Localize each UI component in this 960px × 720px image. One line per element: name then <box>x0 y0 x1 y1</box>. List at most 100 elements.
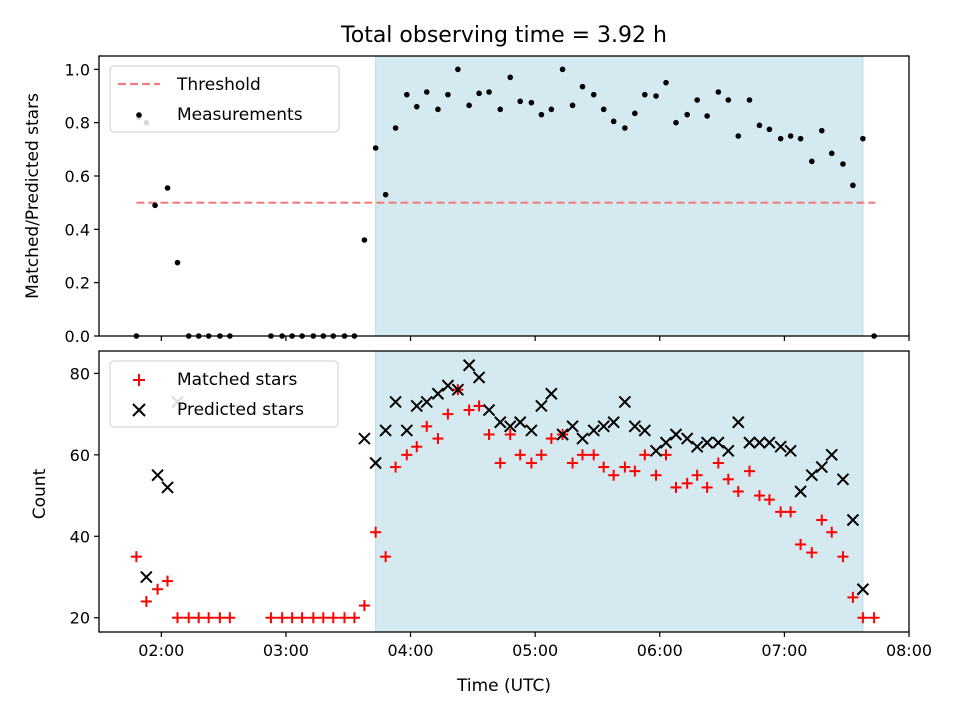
y-tick-label: 0.8 <box>65 114 90 133</box>
ratio-panel: Total observing time = 3.92 h 0.00.20.40… <box>23 23 910 346</box>
data-point-measurements <box>735 133 742 139</box>
data-point-matched-stars <box>567 457 579 469</box>
legend-box-bottom <box>109 360 339 428</box>
data-point-predicted-stars <box>700 436 714 449</box>
data-point-measurements <box>559 66 566 73</box>
data-point-measurements <box>642 91 648 98</box>
data-point-matched-stars <box>660 449 672 461</box>
data-point-measurements <box>809 158 815 165</box>
data-point-matched-stars <box>152 583 164 595</box>
data-point-predicted-stars <box>140 570 153 584</box>
data-point-measurements <box>497 106 504 113</box>
data-point-predicted-stars <box>618 395 632 409</box>
data-point-predicted-stars <box>525 424 538 437</box>
data-point-measurements <box>413 103 420 110</box>
data-point-matched-stars <box>203 612 215 624</box>
data-point-measurements <box>423 89 430 95</box>
data-point-matched-stars <box>743 465 755 477</box>
data-point-matched-stars <box>691 469 703 481</box>
data-point-measurements <box>828 150 835 157</box>
data-point-predicted-stars <box>513 416 527 429</box>
legend-box-top <box>109 65 340 133</box>
data-point-measurements <box>579 83 586 90</box>
data-point-predicted-stars <box>669 428 683 441</box>
data-point-predicted-stars <box>774 440 787 453</box>
data-point-predicted-stars <box>836 473 850 486</box>
data-point-matched-stars <box>193 612 205 624</box>
data-point-predicted-stars <box>576 432 589 445</box>
data-point-measurements <box>538 111 545 118</box>
data-point-matched-stars <box>411 441 423 453</box>
data-point-predicted-stars <box>472 371 486 384</box>
data-point-matched-stars <box>701 481 713 493</box>
data-point-measurements <box>632 110 638 117</box>
data-point-predicted-stars <box>431 387 445 400</box>
data-point-matched-stars <box>483 428 495 440</box>
y-tick-label: 0.6 <box>65 167 90 186</box>
y-axis-label-bottom: Count <box>30 468 50 519</box>
data-point-measurements <box>528 99 535 106</box>
data-point-predicted-stars <box>815 460 828 474</box>
data-point-measurements <box>569 102 576 109</box>
data-point-measurements <box>663 79 669 86</box>
data-point-predicted-stars <box>784 444 797 457</box>
data-point-measurements <box>840 161 846 167</box>
data-point-predicted-stars <box>358 432 371 445</box>
x-axis-label: Time (UTC) <box>456 676 551 696</box>
data-point-predicted-stars <box>389 395 402 409</box>
data-point-matched-stars <box>358 600 370 612</box>
data-point-matched-stars <box>816 514 828 526</box>
legend-measurements-swatch <box>136 112 142 118</box>
data-point-matched-stars <box>401 449 413 461</box>
x-tick-label: 06:00 <box>637 641 683 660</box>
data-point-matched-stars <box>577 449 589 461</box>
data-point-matched-stars <box>763 494 775 506</box>
data-point-measurements <box>600 106 607 113</box>
data-point-measurements <box>517 98 523 105</box>
data-point-measurements <box>164 185 171 191</box>
data-point-matched-stars <box>224 612 236 624</box>
data-point-predicted-stars <box>462 359 476 372</box>
data-point-predicted-stars <box>441 379 455 392</box>
data-point-predicted-stars <box>607 416 620 429</box>
data-point-measurements <box>507 74 514 81</box>
data-point-predicted-stars <box>856 583 870 596</box>
data-point-matched-stars <box>172 612 184 624</box>
data-point-matched-stars <box>785 506 797 518</box>
data-point-measurements <box>404 91 410 98</box>
data-point-matched-stars <box>338 612 350 624</box>
data-point-measurements <box>435 106 441 113</box>
data-point-predicted-stars <box>805 469 819 482</box>
data-point-predicted-stars <box>400 424 414 437</box>
shaded-region <box>375 350 864 633</box>
data-point-measurements <box>787 133 794 139</box>
data-point-matched-stars <box>421 420 433 432</box>
data-point-measurements <box>476 90 482 97</box>
y-tick-label: 20 <box>70 609 90 628</box>
y-tick-label: 60 <box>70 446 90 465</box>
legend-bottom: Matched stars Predicted stars <box>109 360 339 428</box>
data-point-predicted-stars <box>628 420 642 433</box>
x-axis-ticks-top <box>160 336 910 341</box>
data-point-matched-stars <box>545 433 557 445</box>
y-axis-label-top: Matched/Predicted stars <box>23 93 43 299</box>
data-point-measurements <box>590 91 597 98</box>
data-point-predicted-stars <box>638 424 652 437</box>
data-point-matched-stars <box>525 457 537 469</box>
data-point-matched-stars <box>140 595 152 607</box>
y-tick-label: 1.0 <box>65 60 90 79</box>
data-point-measurements <box>152 202 158 209</box>
data-point-matched-stars <box>868 612 880 624</box>
data-point-matched-stars <box>514 449 526 461</box>
legend-measurements-label: Measurements <box>177 105 303 125</box>
data-point-predicted-stars <box>690 440 704 453</box>
data-point-measurements <box>818 127 825 134</box>
x-axis-ticks-bottom: 02:00 03:00 04:00 05:00 06:00 07:00 08:00 <box>138 632 932 660</box>
data-point-matched-stars <box>276 612 288 624</box>
x-tick-label: 02:00 <box>138 641 184 660</box>
data-point-matched-stars <box>214 612 226 624</box>
data-point-matched-stars <box>535 449 547 461</box>
data-point-predicted-stars <box>743 436 756 449</box>
x-tick-label: 08:00 <box>886 641 932 660</box>
